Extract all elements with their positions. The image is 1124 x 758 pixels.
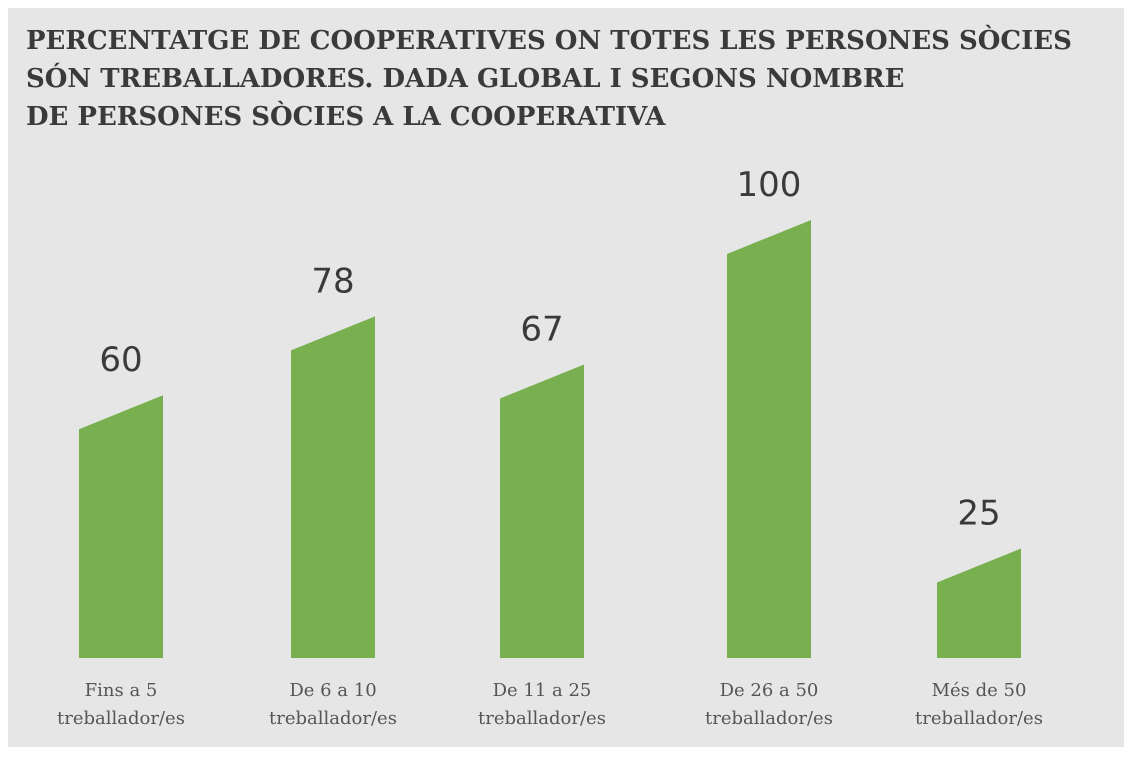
chart-title: PERCENTATGE DE COOPERATIVES ON TOTES LES… <box>26 22 1086 136</box>
value-label-5: 25 <box>957 494 1000 534</box>
title-line-3: DE PERSONES SÒCIES A LA COOPERATIVA <box>26 102 666 132</box>
bar-5 <box>937 548 1021 658</box>
category-labels-group: Fins a 5 treballador/es De 6 a 10 treballad… <box>57 680 1043 729</box>
value-label-3: 67 <box>520 310 563 350</box>
value-labels-group: 60 78 67 100 25 <box>99 165 1000 534</box>
value-label-1: 60 <box>99 340 142 380</box>
category-label-3: De 11 a 25 treballador/es <box>478 680 606 729</box>
bar-2 <box>291 316 375 658</box>
bar-3 <box>500 364 584 658</box>
value-label-2: 78 <box>311 261 354 301</box>
title-line-2: SÓN TREBALLADORES. DADA GLOBAL I SEGONS … <box>26 64 905 94</box>
bar-4 <box>727 220 811 658</box>
bars-group <box>79 220 1021 658</box>
category-label-1: Fins a 5 treballador/es <box>57 680 185 729</box>
category-label-5: Més de 50 treballador/es <box>915 680 1043 729</box>
title-line-1: PERCENTATGE DE COOPERATIVES ON TOTES LES… <box>26 26 1072 56</box>
category-label-2: De 6 a 10 treballador/es <box>269 680 397 729</box>
value-label-4: 100 <box>737 165 802 205</box>
category-label-4: De 26 a 50 treballador/es <box>705 680 833 729</box>
bar-1 <box>79 395 163 658</box>
